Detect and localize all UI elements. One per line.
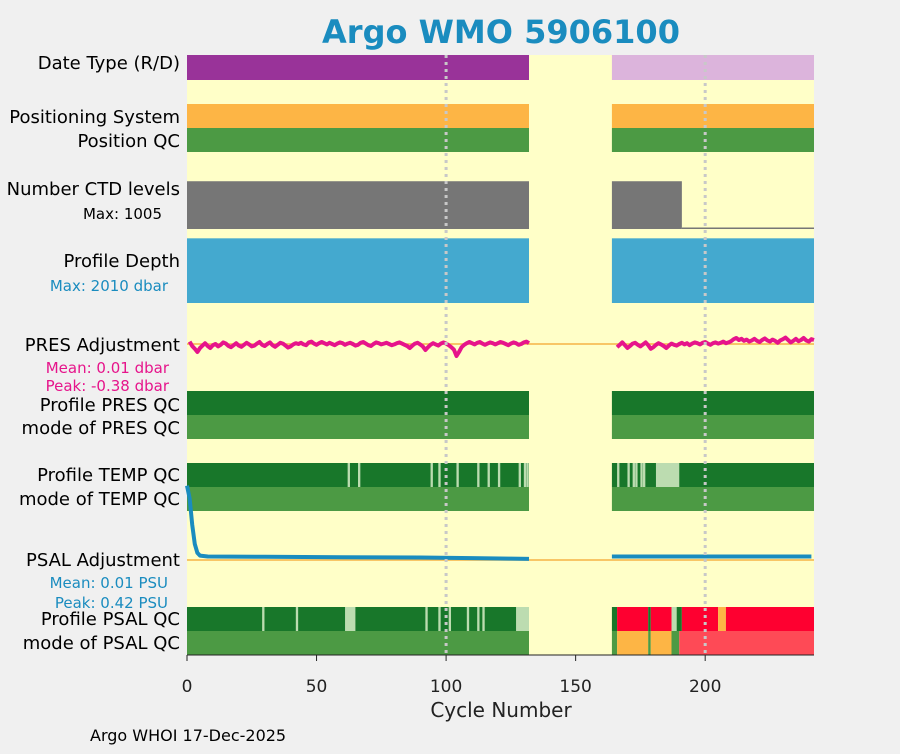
mode-pres-qc-bar-2 <box>611 415 814 439</box>
temp-qc-light-mark-6 <box>477 463 480 487</box>
temp-qc-light-mark-9 <box>518 463 521 487</box>
x-tick-label-200: 200 <box>689 677 721 697</box>
psal-adjustment-line-1 <box>185 485 530 561</box>
ctd-levels-bar-2 <box>611 181 682 229</box>
footer-credit: Argo WHOI 17-Dec-2025 <box>90 726 286 745</box>
pres-peak-label: Peak: -0.38 dbar <box>46 377 170 395</box>
mode-psal-qc-seg-5 <box>671 631 680 655</box>
x-tick-label-0: 0 <box>182 677 193 697</box>
x-axis-label: Cycle Number <box>430 698 572 722</box>
position-qc-bar-2 <box>611 128 814 152</box>
pres-adjustment-line-2 <box>615 335 815 351</box>
psal-qc-light-mark-2 <box>295 607 299 631</box>
label-profile-temp-qc: Profile TEMP QC <box>37 465 180 486</box>
psal-mean-label: Mean: 0.01 PSU <box>50 574 168 592</box>
ctd-levels-bar-3 <box>681 227 814 229</box>
mode-psal-qc-seg-1 <box>611 631 618 655</box>
label-date-type: Date Type (R/D) <box>38 53 180 74</box>
pres-adjustment-line-1 <box>187 339 531 358</box>
temp-qc-light-mark-5 <box>456 463 459 487</box>
positioning-system-bar-1 <box>187 104 529 128</box>
x-tick-label-100: 100 <box>430 677 462 697</box>
profile-psal-qc-seg-7 <box>681 607 719 631</box>
position-qc-bar-1 <box>187 128 529 152</box>
temp-qc-light-mark-12 <box>617 463 620 487</box>
ctd-levels-bar-1 <box>187 181 529 229</box>
mode-psal-qc-seg-2 <box>617 631 649 655</box>
profile-psal-qc-seg-2 <box>617 607 649 631</box>
profile-psal-qc-seg-8 <box>718 607 726 631</box>
x-axis: 0 50 100 150 200 <box>182 654 814 697</box>
mode-psal-qc-seg-3 <box>648 631 651 655</box>
psal-qc-light-mark-5 <box>438 607 441 631</box>
psal-qc-light-mark-1 <box>262 607 265 631</box>
temp-qc-light-mark-1 <box>347 463 350 487</box>
psal-qc-light-mark-9 <box>482 607 485 631</box>
profile-temp-qc-bar-2 <box>611 463 814 487</box>
positioning-system-bar-2 <box>611 104 814 128</box>
temp-qc-light-mark-16 <box>640 463 643 487</box>
temp-qc-light-mark-3 <box>430 463 433 487</box>
psal-qc-light-block-2 <box>516 607 529 631</box>
mode-psal-qc-bar-1 <box>187 631 529 655</box>
x-tick-label-50: 50 <box>306 677 328 697</box>
temp-qc-light-mark-7 <box>487 463 490 487</box>
profile-psal-qc-seg-6 <box>676 607 682 631</box>
label-pres-adjustment: PRES Adjustment <box>25 335 180 356</box>
temp-qc-light-block-1 <box>655 463 680 487</box>
profile-psal-qc-seg-5 <box>671 607 677 631</box>
temp-qc-light-mark-2 <box>358 463 361 487</box>
pres-mean-label: Mean: 0.01 dbar <box>46 359 170 377</box>
temp-qc-light-mark-11 <box>526 463 529 487</box>
profile-psal-qc-bar-1 <box>187 607 529 631</box>
temp-qc-light-mark-10 <box>523 463 527 487</box>
profile-pres-qc-bar-2 <box>611 391 814 415</box>
temp-qc-light-mark-13 <box>627 463 630 487</box>
profile-depth-bar-1 <box>187 238 529 303</box>
temp-qc-light-mark-8 <box>497 463 501 487</box>
label-profile-depth: Profile Depth <box>63 251 180 272</box>
mode-temp-qc-bar-2 <box>611 487 814 511</box>
profile-depth-bar-2 <box>611 238 814 303</box>
profile-psal-qc-seg-4 <box>650 607 672 631</box>
psal-qc-light-mark-4 <box>425 607 428 631</box>
label-psal-adjustment: PSAL Adjustment <box>26 550 180 571</box>
mode-pres-qc-bar-1 <box>187 415 529 439</box>
profile-psal-qc-seg-1 <box>611 607 618 631</box>
date-type-realtime-bar <box>187 55 529 80</box>
label-profile-psal-qc: Profile PSAL QC <box>41 609 180 630</box>
temp-qc-light-mark-17 <box>643 463 646 487</box>
label-number-ctd-levels: Number CTD levels <box>7 179 180 200</box>
mode-temp-qc-bar-1 <box>187 487 529 511</box>
psal-qc-light-mark-8 <box>477 607 480 631</box>
depth-max-label: Max: 2010 dbar <box>50 277 169 295</box>
label-mode-psal-qc: mode of PSAL QC <box>23 633 180 654</box>
label-positioning-system: Positioning System <box>9 107 180 128</box>
label-profile-pres-qc: Profile PRES QC <box>40 395 180 416</box>
mode-psal-qc-seg-6 <box>679 631 814 655</box>
psal-qc-light-mark-6 <box>448 607 452 631</box>
x-tick-label-150: 150 <box>559 677 591 697</box>
psal-peak-label: Peak: 0.42 PSU <box>55 594 168 612</box>
psal-qc-light-block-1 <box>345 607 356 631</box>
label-mode-pres-qc: mode of PRES QC <box>22 418 180 439</box>
label-position-qc: Position QC <box>77 131 180 152</box>
psal-qc-light-mark-7 <box>466 607 470 631</box>
temp-qc-light-mark-14 <box>632 463 635 487</box>
mode-psal-qc-seg-4 <box>650 631 672 655</box>
profile-psal-qc-seg-9 <box>725 607 814 631</box>
label-mode-temp-qc: mode of TEMP QC <box>19 489 180 510</box>
temp-qc-light-mark-15 <box>635 463 638 487</box>
temp-qc-light-mark-4 <box>438 463 441 487</box>
profile-pres-qc-bar-1 <box>187 391 529 415</box>
profile-psal-qc-seg-3 <box>648 607 651 631</box>
ctd-max-label: Max: 1005 <box>83 205 162 223</box>
chart-title: Argo WMO 5906100 <box>322 13 680 51</box>
date-type-delayed-bar <box>611 55 814 80</box>
